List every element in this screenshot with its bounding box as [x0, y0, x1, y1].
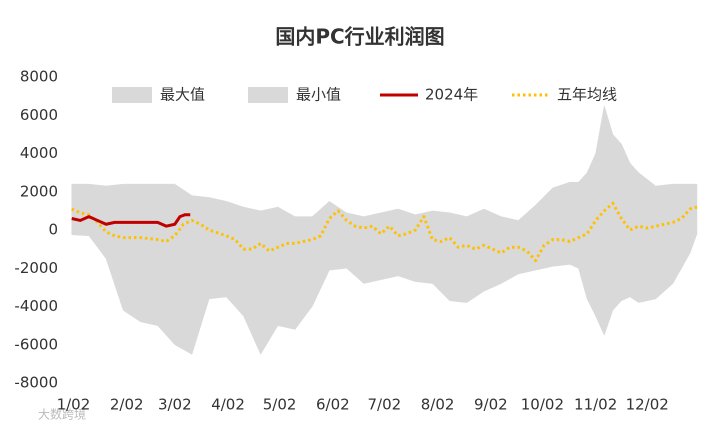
- x-tick-label: 3/02: [158, 396, 192, 414]
- legend-label: 五年均线: [557, 86, 617, 104]
- y-tick-label: -8000: [14, 374, 58, 392]
- legend-label: 2024年: [425, 86, 478, 104]
- chart-title: 国内PC行业利润图: [275, 25, 444, 49]
- x-tick-label: 2/02: [110, 396, 144, 414]
- x-tick-label: 12/02: [626, 396, 669, 414]
- legend-swatch: [112, 87, 152, 103]
- x-tick-label: 8/02: [421, 396, 455, 414]
- legend-swatch: [248, 87, 288, 103]
- x-tick-label: 9/02: [474, 396, 508, 414]
- y-tick-label: -2000: [14, 259, 58, 277]
- y-tick-label: 0: [48, 221, 58, 239]
- y-tick-label: 4000: [20, 144, 58, 162]
- x-tick-label: 7/02: [368, 396, 402, 414]
- series-line: [71, 213, 191, 228]
- legend-item: 五年均线: [512, 86, 617, 104]
- x-tick-label: 10/02: [521, 396, 564, 414]
- legend-item: 最小值: [248, 86, 341, 104]
- x-tick-label: 5/02: [263, 396, 297, 414]
- y-tick-label: 6000: [20, 106, 58, 124]
- range-area: [71, 105, 698, 231]
- y-tick-label: -4000: [14, 297, 58, 315]
- legend-item: 2024年: [380, 86, 478, 104]
- x-tick-label: 11/02: [574, 396, 617, 414]
- x-tick-label: 6/02: [316, 396, 350, 414]
- x-tick-label: 1/02: [57, 396, 91, 414]
- y-tick-label: 2000: [20, 182, 58, 200]
- range-area: [71, 229, 698, 355]
- legend-label: 最小值: [296, 86, 341, 104]
- watermark: 大数跨境: [38, 407, 86, 422]
- series-line: [71, 201, 698, 263]
- legend-item: 最大值: [112, 86, 205, 104]
- legend-label: 最大值: [160, 86, 205, 104]
- x-tick-label: 4/02: [211, 396, 245, 414]
- plot: [71, 105, 698, 355]
- y-tick-label: -6000: [14, 335, 58, 353]
- y-tick-label: 8000: [20, 68, 58, 86]
